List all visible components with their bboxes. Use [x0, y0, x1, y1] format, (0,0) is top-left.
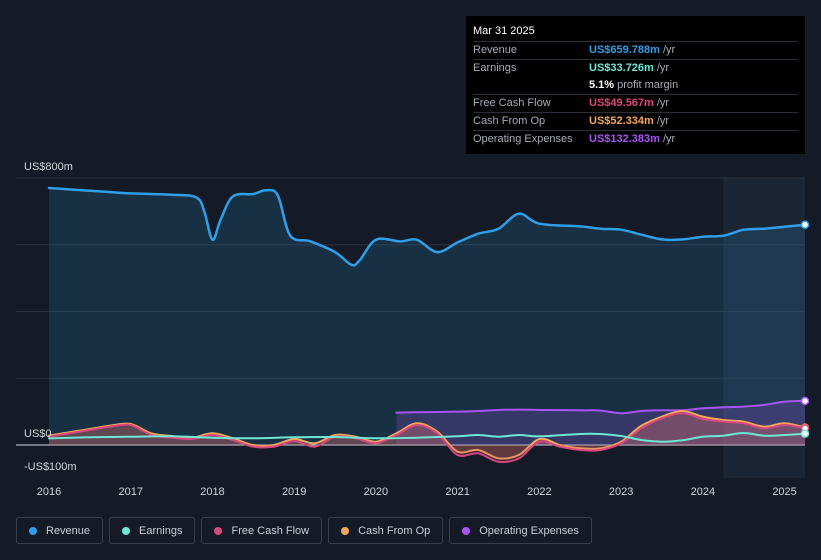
earnings-line — [48, 432, 806, 443]
tooltip-row-value: US$132.383m — [589, 133, 660, 145]
y-tick-label: US$0 — [24, 428, 52, 440]
tooltip-row: Operating Expenses US$132.383m/yr — [473, 130, 798, 148]
x-tick-label: 2020 — [364, 486, 388, 498]
legend-label: Revenue — [46, 524, 91, 537]
chart-legend: Revenue Earnings Free Cash Flow Cash From O… — [16, 517, 592, 544]
tooltip-row-value: US$33.726m — [589, 62, 654, 74]
legend-item-cash-from-op[interactable]: Cash From Op — [328, 517, 444, 544]
legend-label: Operating Expenses — [479, 524, 579, 537]
tooltip-row-label: Free Cash Flow — [473, 97, 551, 109]
legend-dot-icon — [29, 526, 37, 535]
operating-expenses-area — [396, 400, 805, 445]
tooltip-row: Free Cash Flow US$49.567m/yr — [473, 94, 798, 112]
legend-item-operating-expenses[interactable]: Operating Expenses — [449, 517, 592, 544]
x-tick-label: 2018 — [200, 486, 224, 498]
legend-label: Cash From Op — [358, 524, 431, 537]
legend-item-free-cash-flow[interactable]: Free Cash Flow — [201, 517, 323, 544]
free-cash-flow-line — [48, 412, 806, 463]
tooltip-row-value: US$52.334m — [589, 115, 654, 127]
tooltip-row-label: Earnings — [473, 62, 517, 74]
x-tick-label: 2023 — [609, 486, 633, 498]
tooltip-row-value: US$659.788m — [589, 44, 660, 56]
x-tick-label: 2025 — [772, 486, 796, 498]
tooltip-row-unit: /yr — [656, 115, 670, 127]
x-tick-label: 2024 — [691, 486, 715, 498]
legend-label: Earnings — [139, 524, 183, 537]
tooltip-row-value: 5.1% — [589, 79, 615, 91]
cash-from-op-area — [49, 411, 805, 459]
tooltip-row-label — [473, 77, 589, 94]
tooltip-row-unit: /yr — [656, 62, 670, 74]
tooltip-row-unit: /yr — [662, 44, 676, 56]
y-tick-label: US$800m — [24, 161, 73, 173]
revenue-line — [47, 186, 807, 267]
x-tick-label: 2022 — [527, 486, 551, 498]
financial-chart: US$800m US$0 -US$100m 2016 2017 2018 2019 2020 2… — [16, 161, 810, 498]
tooltip-row-unit: /yr — [662, 133, 676, 145]
tooltip-row: Cash From Op US$52.334m/yr — [473, 112, 798, 130]
tooltip-row-label: Cash From Op — [473, 115, 546, 127]
tooltip-date: Mar 31 2025 — [473, 25, 535, 37]
x-tick-label: 2017 — [118, 486, 142, 498]
x-tick-label: 2021 — [445, 486, 469, 498]
legend-item-revenue[interactable]: Revenue — [16, 517, 104, 544]
legend-dot-icon — [341, 526, 350, 535]
tooltip-row-unit: /yr — [656, 97, 670, 109]
revenue-endpoint — [800, 220, 810, 229]
legend-dot-icon — [122, 526, 131, 535]
legend-label: Free Cash Flow — [231, 524, 310, 537]
revenue-area — [49, 188, 805, 445]
legend-dot-icon — [462, 526, 471, 535]
tooltip-row: 5.1% profit margin — [473, 77, 798, 94]
tooltip-panel: Mar 31 2025 Revenue US$659.788m/yr Earning… — [466, 16, 805, 154]
y-tick-label: -US$100m — [24, 461, 77, 473]
earnings-endpoint — [800, 429, 810, 438]
operating-expenses-endpoint — [800, 396, 810, 406]
tooltip-row-value: US$49.567m — [589, 97, 654, 109]
tooltip-row-label: Operating Expenses — [473, 133, 573, 145]
legend-dot-icon — [214, 526, 223, 535]
operating-expenses-line — [395, 399, 806, 415]
tooltip-row-label: Revenue — [473, 44, 518, 56]
tooltip-row: Revenue US$659.788m/yr — [473, 41, 798, 59]
tooltip-row-unit: profit margin — [617, 79, 679, 91]
tooltip-row: Earnings US$33.726m/yr — [473, 59, 798, 77]
x-tick-label: 2019 — [282, 486, 306, 498]
legend-item-earnings[interactable]: Earnings — [109, 517, 196, 544]
x-tick-label: 2016 — [37, 486, 61, 498]
